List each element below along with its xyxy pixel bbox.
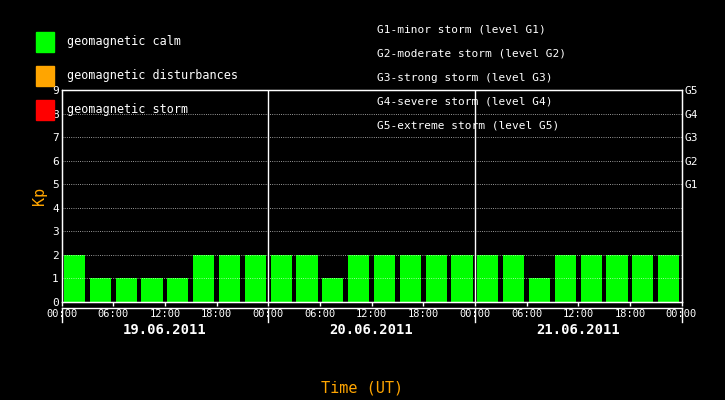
Text: G1-minor storm (level G1): G1-minor storm (level G1): [377, 25, 546, 35]
Bar: [322, 278, 344, 302]
Bar: [193, 255, 215, 302]
Bar: [374, 255, 395, 302]
Text: Time (UT): Time (UT): [321, 380, 404, 396]
Bar: [606, 255, 628, 302]
Y-axis label: Kp: Kp: [32, 187, 46, 205]
Bar: [167, 278, 188, 302]
Bar: [581, 255, 602, 302]
Bar: [658, 255, 679, 302]
Bar: [219, 255, 240, 302]
Bar: [477, 255, 498, 302]
Text: geomagnetic storm: geomagnetic storm: [67, 104, 188, 116]
Bar: [64, 255, 85, 302]
Bar: [426, 255, 447, 302]
Bar: [529, 278, 550, 302]
Text: geomagnetic disturbances: geomagnetic disturbances: [67, 70, 239, 82]
Bar: [503, 255, 524, 302]
Bar: [90, 278, 111, 302]
Text: 21.06.2011: 21.06.2011: [536, 324, 620, 338]
Bar: [270, 255, 291, 302]
Text: G4-severe storm (level G4): G4-severe storm (level G4): [377, 97, 552, 107]
Text: 19.06.2011: 19.06.2011: [123, 324, 207, 338]
Text: G5-extreme storm (level G5): G5-extreme storm (level G5): [377, 121, 559, 131]
Bar: [452, 255, 473, 302]
Bar: [555, 255, 576, 302]
Bar: [115, 278, 137, 302]
Text: 20.06.2011: 20.06.2011: [330, 324, 413, 338]
Bar: [141, 278, 162, 302]
Bar: [632, 255, 653, 302]
Bar: [245, 255, 266, 302]
Text: G3-strong storm (level G3): G3-strong storm (level G3): [377, 73, 552, 83]
Text: geomagnetic calm: geomagnetic calm: [67, 36, 181, 48]
Bar: [297, 255, 318, 302]
Bar: [399, 255, 421, 302]
Bar: [348, 255, 369, 302]
Text: G2-moderate storm (level G2): G2-moderate storm (level G2): [377, 49, 566, 59]
